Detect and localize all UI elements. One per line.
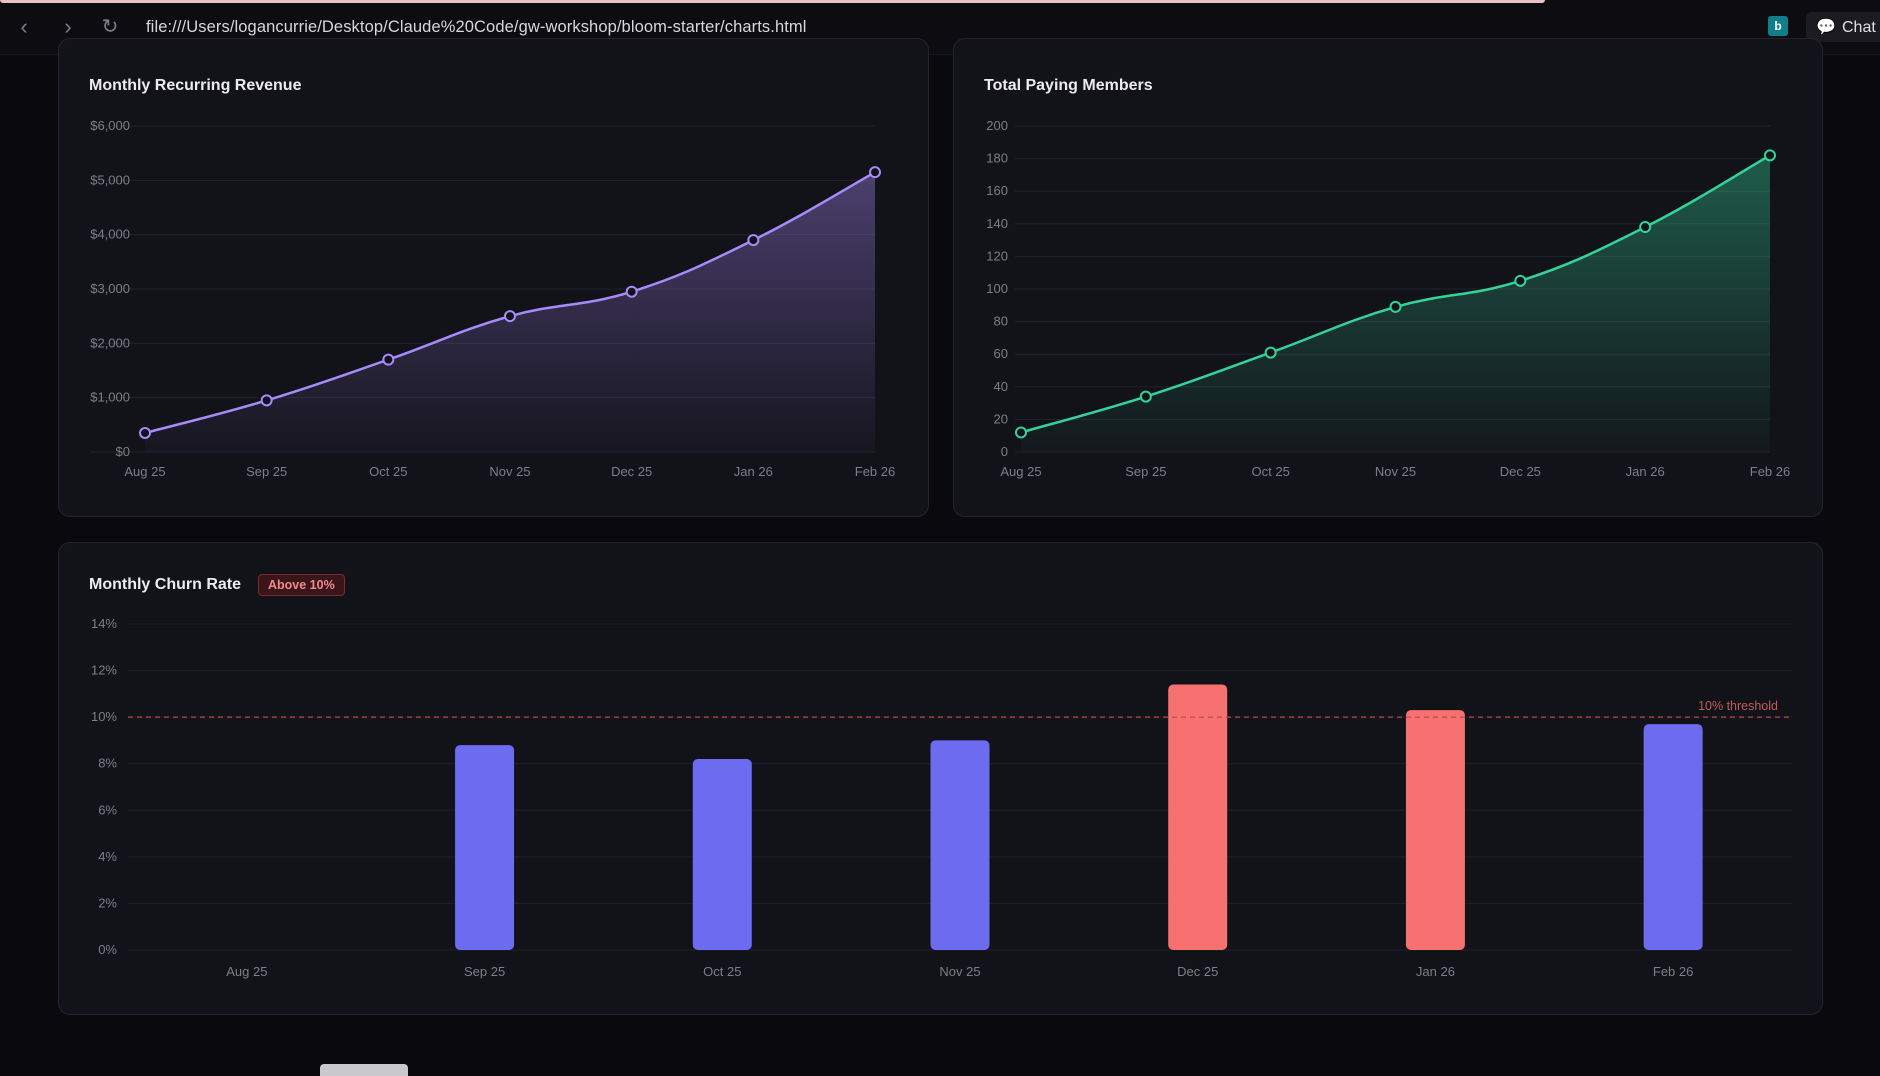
mrr-data-point (139, 426, 151, 439)
churn-bar (930, 740, 990, 950)
members-y-tick-label: 60 (994, 346, 1008, 361)
chat-bubble-icon: 💬 (1816, 19, 1836, 36)
churn-y-tick-label: 14% (91, 616, 117, 631)
members-x-tick-label: Feb 26 (1750, 464, 1790, 479)
members-data-point (1764, 149, 1776, 162)
members-data-point (1264, 346, 1277, 359)
members-x-tick-label: Dec 25 (1500, 464, 1541, 479)
churn-y-tick-label: 4% (98, 849, 117, 864)
members-y-tick-label: 160 (986, 183, 1008, 198)
members-y-tick-label: 180 (986, 151, 1008, 166)
churn-x-tick-label: Oct 25 (703, 964, 741, 979)
mrr-x-tick-label: Nov 25 (489, 464, 530, 479)
members-y-tick-label: 80 (994, 314, 1008, 329)
members-data-point (1639, 221, 1652, 234)
mrr-y-tick-label: $4,000 (90, 227, 130, 242)
forward-arrow-icon[interactable]: › (64, 14, 72, 39)
churn-y-tick-label: 2% (98, 895, 117, 910)
members-y-tick-label: 200 (986, 118, 1008, 133)
mrr-y-tick-label: $1,000 (90, 390, 130, 405)
members-x-tick-label: Nov 25 (1375, 464, 1416, 479)
churn-y-tick-label: 6% (98, 802, 117, 817)
tab-strip-accent (0, 0, 1545, 3)
churn-y-tick-label: 8% (98, 756, 117, 771)
mrr-data-point (869, 166, 881, 179)
mrr-x-tick-label: Sep 25 (246, 464, 287, 479)
members-x-tick-label: Oct 25 (1252, 464, 1290, 479)
churn-y-tick-label: 0% (98, 942, 117, 957)
members-y-tick-label: 140 (986, 216, 1008, 231)
mrr-x-tick-label: Aug 25 (124, 464, 165, 479)
members-y-tick-label: 20 (994, 411, 1008, 426)
members-x-tick-label: Jan 26 (1626, 464, 1665, 479)
churn-y-tick-label: 12% (91, 663, 117, 678)
members-x-tick-label: Sep 25 (1125, 464, 1166, 479)
mrr-y-tick-label: $5,000 (90, 172, 130, 187)
threshold-label: 10% threshold (1698, 699, 1778, 713)
extension-icon[interactable]: b (1768, 16, 1788, 36)
churn-title: Monthly Churn Rate (89, 576, 241, 593)
members-y-tick-label: 40 (994, 379, 1008, 394)
mrr-y-tick-label: $2,000 (90, 335, 130, 350)
members-area-fill (1021, 155, 1770, 452)
churn-bar (1405, 710, 1465, 950)
churn-x-tick-label: Nov 25 (939, 964, 980, 979)
churn-x-tick-label: Sep 25 (464, 964, 505, 979)
churn-alert-badge: Above 10% (258, 574, 345, 596)
churn-x-tick-label: Aug 25 (226, 964, 267, 979)
mrr-data-point (504, 310, 516, 323)
reload-icon[interactable]: ↻ (101, 16, 119, 38)
mrr-x-tick-label: Dec 25 (611, 464, 652, 479)
churn-bar (1168, 684, 1228, 950)
chat-button-label: Chat (1842, 19, 1876, 36)
members-y-tick-label: 100 (986, 281, 1008, 296)
members-y-tick-label: 120 (986, 248, 1008, 263)
members-y-tick-label: 0 (1001, 444, 1008, 459)
mrr-y-tick-label: $3,000 (90, 281, 130, 296)
mrr-y-tick-label: $6,000 (90, 118, 130, 133)
mrr-x-tick-label: Oct 25 (369, 464, 407, 479)
churn-x-tick-label: Feb 26 (1653, 964, 1693, 979)
members-data-point (1015, 426, 1027, 439)
mrr-data-point (382, 353, 395, 366)
members-data-point (1139, 390, 1152, 403)
mrr-x-tick-label: Feb 26 (855, 464, 895, 479)
members-data-point (1514, 274, 1527, 287)
address-bar[interactable]: file:///Users/logancurrie/Desktop/Claude… (146, 18, 807, 36)
mrr-data-point (747, 234, 760, 247)
mrr-title: Monthly Recurring Revenue (89, 77, 302, 94)
members-x-tick-label: Aug 25 (1000, 464, 1041, 479)
mrr-x-tick-label: Jan 26 (734, 464, 773, 479)
churn-x-tick-label: Dec 25 (1177, 964, 1218, 979)
mrr-data-point (625, 285, 638, 298)
back-arrow-icon[interactable]: ‹ (20, 14, 28, 39)
chat-button[interactable]: 💬 Chat (1806, 12, 1880, 42)
churn-x-tick-label: Jan 26 (1416, 964, 1455, 979)
churn-bar (1643, 724, 1703, 950)
members-data-point (1389, 300, 1402, 313)
mrr-y-tick-label: $0 (116, 444, 130, 459)
churn-bar (692, 759, 752, 950)
members-title: Total Paying Members (984, 77, 1153, 94)
mrr-data-point (260, 394, 273, 407)
bottom-partial-button[interactable] (320, 1064, 408, 1076)
churn-y-tick-label: 10% (91, 709, 117, 724)
churn-bar (455, 745, 515, 950)
